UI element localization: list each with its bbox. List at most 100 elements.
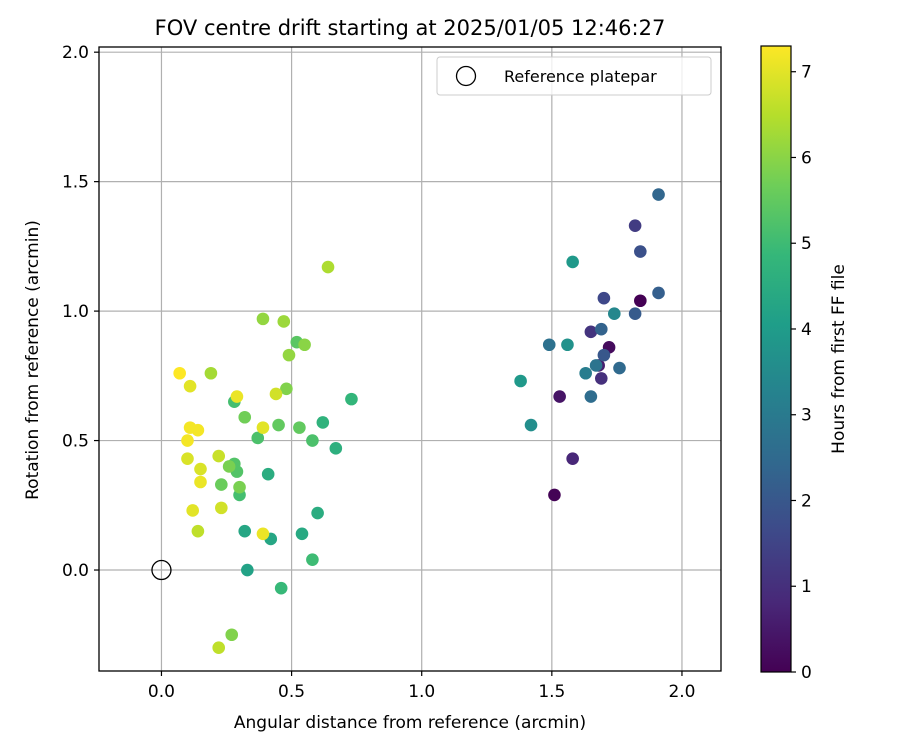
data-point: [295, 527, 309, 541]
x-tick-label: 0.0: [148, 682, 175, 702]
data-point: [183, 421, 197, 434]
data-point: [181, 452, 194, 465]
data-point: [238, 524, 252, 538]
colorbar-tick-label: 5: [801, 234, 812, 254]
colorbar-tick-label: 6: [801, 148, 812, 168]
legend-label: Reference platepar: [504, 67, 657, 86]
colorbar-gradient: [760, 45, 792, 673]
data-point: [238, 410, 252, 424]
data-point: [298, 338, 311, 352]
x-tick-label: 1.5: [538, 682, 565, 702]
data-point: [204, 366, 218, 380]
data-point: [183, 379, 197, 393]
data-point: [652, 188, 665, 201]
data-point: [181, 434, 194, 447]
data-point: [230, 390, 244, 403]
data-point: [306, 434, 319, 447]
data-point: [269, 387, 283, 401]
grid: [99, 47, 721, 671]
data-point: [215, 478, 228, 491]
data-point: [215, 501, 228, 515]
data-point: [256, 312, 270, 326]
data-point: [233, 480, 246, 494]
data-point: [514, 374, 527, 388]
data-point: [584, 390, 598, 403]
y-axis-label: Rotation from reference (arcmin): [23, 220, 43, 500]
y-tick-label: 0.0: [62, 561, 89, 581]
data-point: [277, 315, 291, 328]
colorbar-tick-label: 2: [801, 491, 812, 511]
data-points: [173, 188, 665, 654]
data-point: [589, 359, 603, 372]
colorbar: 0 1 2 3 4 5 6 7 Hours from first FF file: [760, 45, 849, 683]
x-tick-label: 0.5: [278, 682, 305, 702]
data-point: [613, 361, 626, 375]
colorbar-tick-label: 3: [801, 406, 812, 426]
data-point: [628, 219, 642, 232]
data-point: [561, 338, 574, 352]
data-point: [524, 418, 538, 432]
data-point: [566, 255, 579, 269]
data-point: [256, 527, 270, 541]
y-axis-ticks: 0.0 0.5 1.0 1.5 2.0: [62, 43, 99, 581]
data-point: [311, 506, 324, 520]
data-point: [251, 431, 265, 445]
data-point: [306, 553, 319, 566]
y-tick-label: 1.5: [62, 173, 89, 193]
colorbar-ticks: 0 1 2 3 4 5 6 7: [791, 63, 812, 683]
data-point: [607, 307, 621, 320]
data-point: [280, 382, 293, 396]
data-point: [542, 338, 556, 352]
data-point: [256, 421, 270, 434]
y-tick-label: 2.0: [62, 43, 89, 63]
data-point: [191, 524, 205, 538]
data-point: [173, 366, 186, 380]
data-point: [194, 462, 207, 476]
data-point: [594, 322, 608, 336]
data-point: [579, 366, 592, 380]
y-tick-label: 1.0: [62, 302, 89, 322]
data-point: [345, 392, 358, 406]
data-point: [274, 581, 288, 595]
chart-title: FOV centre drift starting at 2025/01/05 …: [155, 16, 666, 40]
data-point: [293, 421, 306, 434]
data-point: [222, 460, 236, 473]
colorbar-tick-label: 4: [801, 320, 812, 340]
data-point: [316, 416, 330, 429]
x-tick-label: 2.0: [668, 682, 695, 702]
legend-box: [436, 56, 712, 96]
colorbar-tick-label: 0: [801, 663, 812, 683]
x-axis-ticks: 0.0 0.5 1.0 1.5 2.0: [148, 671, 695, 702]
data-point: [566, 452, 579, 465]
data-point: [548, 488, 561, 502]
reference-platepar-marker: [151, 559, 172, 581]
x-axis-label: Angular distance from reference (arcmin): [234, 713, 586, 733]
data-point: [212, 641, 226, 654]
data-point: [282, 348, 296, 362]
data-point: [594, 372, 608, 385]
data-point: [329, 442, 343, 455]
data-point: [584, 325, 598, 339]
colorbar-tick-label: 1: [801, 577, 812, 597]
data-point: [261, 467, 275, 481]
data-point: [272, 418, 285, 432]
data-point: [634, 294, 647, 308]
data-point: [212, 449, 226, 463]
colorbar-label: Hours from first FF file: [829, 264, 849, 454]
data-point: [628, 307, 642, 320]
data-point: [597, 348, 611, 362]
data-point: [553, 390, 566, 403]
data-point: [194, 475, 207, 489]
data-point: [634, 245, 647, 258]
data-point: [652, 286, 665, 300]
colorbar-tick-label: 7: [801, 63, 812, 83]
plot-frame: [98, 46, 722, 672]
y-tick-label: 0.5: [62, 432, 89, 452]
data-point: [321, 260, 335, 274]
data-point: [225, 628, 239, 642]
data-point: [241, 563, 254, 577]
legend-marker-open-circle: [455, 65, 477, 87]
data-point: [186, 504, 199, 517]
legend: Reference platepar: [436, 56, 712, 96]
